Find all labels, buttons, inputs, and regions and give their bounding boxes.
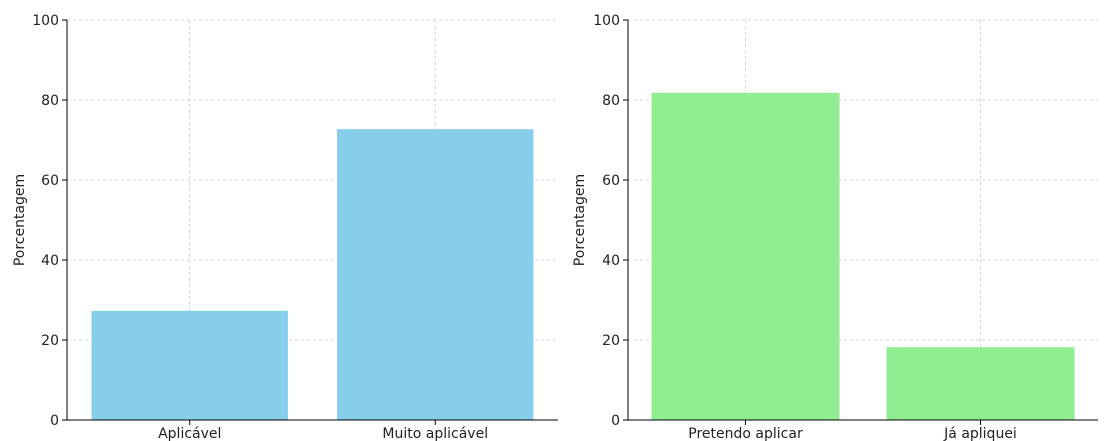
- bar: [651, 92, 840, 421]
- y-tick-label: 80: [41, 93, 59, 109]
- y-axis-title: Porcentagem: [12, 174, 28, 266]
- y-axis-title: Porcentagem: [572, 174, 588, 266]
- x-tick-label: Pretendo aplicar: [688, 426, 803, 441]
- bar: [886, 347, 1075, 420]
- bar: [337, 129, 534, 420]
- y-tick-label: 0: [50, 413, 59, 429]
- x-tick-label: Aplicável: [158, 426, 221, 441]
- x-tick-label: Já apliquei: [943, 426, 1017, 441]
- y-tick-label: 80: [602, 93, 620, 109]
- y-tick-label: 60: [602, 173, 620, 189]
- y-tick-label: 20: [41, 333, 59, 349]
- chart-right: 0 20 40 60 80 100 Pretendo aplicar Já apliquei P…: [572, 13, 1098, 441]
- y-tick-label: 0: [611, 413, 620, 429]
- y-tick-label: 40: [602, 253, 620, 269]
- y-tick-label: 100: [32, 13, 59, 29]
- y-tick-label: 60: [41, 173, 59, 189]
- y-tick-label: 20: [602, 333, 620, 349]
- x-tick-label: Muito aplicável: [382, 426, 488, 441]
- y-tick-label: 100: [593, 13, 620, 29]
- bar: [91, 310, 288, 420]
- y-tick-label: 40: [41, 253, 59, 269]
- chart-left: 0 20 40 60 80 100 Aplicável Muito aplicável Porc…: [12, 13, 558, 441]
